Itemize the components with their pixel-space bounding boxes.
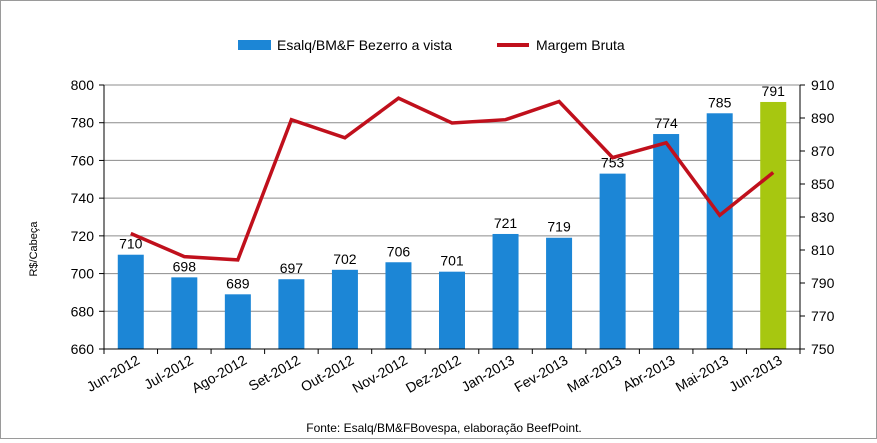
right-axis-ticks: 750 770 790 810 830 850 870 890 910 [800, 77, 835, 357]
bar [331, 269, 358, 349]
right-tick-label: 750 [811, 341, 835, 357]
bar-value-label: 774 [654, 115, 678, 131]
legend-swatch-bar [238, 40, 271, 50]
bar [706, 113, 733, 350]
x-tick-label: Dez-2012 [403, 352, 464, 396]
x-axis-ticks: Jun-2012 Jul-2012Ago-2012Set-2012Out-2012… [84, 349, 801, 396]
bar-value-label: 698 [173, 258, 197, 274]
x-tick-label: Mar-2013 [564, 352, 624, 396]
left-tick-label: 800 [71, 77, 95, 93]
right-tick-label: 890 [811, 110, 835, 126]
left-tick-label: 700 [71, 266, 95, 282]
left-tick-label: 660 [71, 341, 95, 357]
bar-value-label: 753 [601, 155, 625, 171]
bar-value-label: 721 [494, 215, 518, 231]
left-tick-label: 780 [71, 115, 95, 131]
x-tick-label: Set-2012 [246, 352, 303, 394]
x-tick-label: Ago-2012 [189, 352, 250, 396]
bars [117, 101, 787, 350]
x-tick-label: Abr-2013 [620, 352, 678, 395]
x-tick-label: Nov-2012 [349, 352, 410, 396]
left-tick-label: 720 [71, 228, 95, 244]
bar [599, 173, 626, 349]
left-tick-label: 760 [71, 152, 95, 168]
right-tick-label: 810 [811, 242, 835, 258]
bar [117, 254, 144, 349]
x-tick-label: Out-2012 [298, 352, 357, 395]
right-tick-label: 830 [811, 209, 835, 225]
y-axis-label: R$/Cabeça [28, 221, 40, 277]
bar-value-label: 706 [387, 243, 411, 259]
bar-value-label: 697 [280, 260, 304, 276]
x-tick-label: Jul-2012 [141, 352, 196, 393]
legend: Esalq/BM&F Bezerro a vista Margem Bruta [238, 37, 625, 53]
bar-value-label: 719 [547, 219, 571, 235]
x-tick-label: Jun-2013 [726, 352, 785, 395]
x-tick-label: Mai-2013 [673, 352, 732, 395]
bar-labels: 710 698 689 697 702 706 701 721 719 753 774 785 791 [119, 83, 785, 291]
bar-value-label: 701 [440, 253, 464, 269]
bar-value-label: 710 [119, 236, 143, 252]
right-tick-label: 850 [811, 176, 835, 192]
left-tick-label: 680 [71, 303, 95, 319]
x-tick-label: Jan-2013 [458, 352, 517, 395]
right-tick-label: 870 [811, 143, 835, 159]
bar-value-label: 702 [333, 251, 357, 267]
source-footer: Fonte: Esalq/BM&FBovespa, elaboração Bee… [306, 421, 582, 435]
right-tick-label: 790 [811, 275, 835, 291]
bar [224, 294, 251, 349]
bar-value-label: 785 [708, 94, 732, 110]
bar [492, 233, 519, 349]
bar [385, 262, 412, 349]
bar [278, 279, 305, 349]
line-series [130, 96, 775, 262]
legend-label-bar: Esalq/BM&F Bezerro a vista [277, 37, 452, 53]
bar [171, 277, 198, 349]
bar [653, 134, 680, 349]
bar [546, 237, 573, 349]
margem-bruta-line [130, 96, 775, 262]
right-tick-label: 910 [811, 77, 835, 93]
right-tick-label: 770 [811, 308, 835, 324]
left-tick-label: 740 [71, 190, 95, 206]
x-tick-label: Jun-2012 [84, 352, 143, 395]
bar [760, 101, 787, 349]
bar-value-label: 689 [226, 275, 250, 291]
legend-label-line: Margem Bruta [536, 37, 625, 53]
x-tick-label: Fev-2013 [511, 352, 570, 396]
bar [439, 271, 465, 349]
bar-value-label: 791 [762, 83, 786, 99]
left-axis-ticks: 660 680 700 720 740 760 780 800 [71, 77, 104, 357]
